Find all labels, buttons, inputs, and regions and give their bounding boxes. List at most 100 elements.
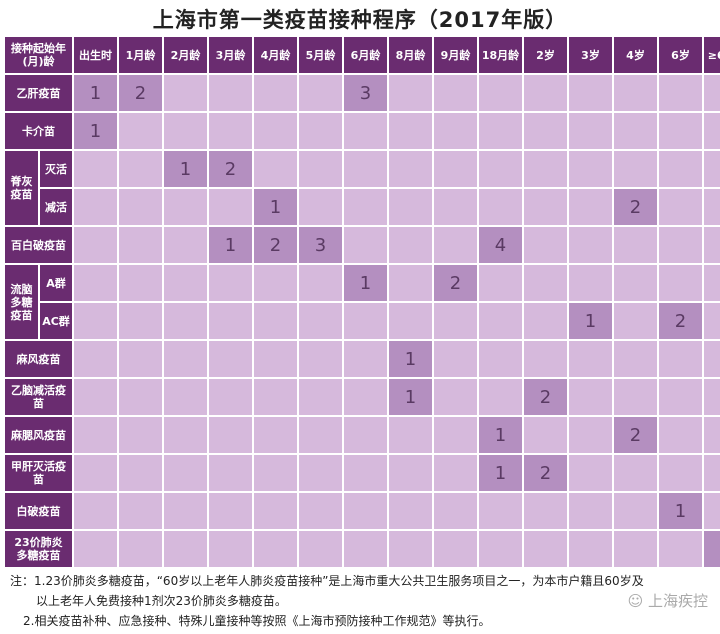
dose-cell: 1 [389,341,432,377]
empty-cell [614,265,657,301]
empty-cell [659,227,702,263]
column-header: 3月龄 [209,37,252,73]
empty-cell [479,531,522,567]
dose-cell: 1 [479,455,522,491]
empty-cell [299,265,342,301]
empty-cell [119,493,162,529]
empty-cell [254,151,297,187]
empty-cell [119,265,162,301]
column-header: 6岁 [659,37,702,73]
dose-cell: 2 [614,417,657,453]
empty-cell [119,379,162,415]
empty-cell [659,455,702,491]
column-header: 出生时 [74,37,117,73]
empty-cell [524,341,567,377]
empty-cell [164,341,207,377]
empty-cell [479,151,522,187]
empty-cell [614,113,657,149]
empty-cell [254,265,297,301]
empty-cell [389,303,432,339]
empty-cell [569,531,612,567]
empty-cell [119,151,162,187]
empty-cell [209,531,252,567]
notes: 注：1.23价肺炎多糖疫苗，“60岁以上老年人肺炎疫苗接种”是上海市重大公共卫生… [10,571,644,631]
empty-cell [119,113,162,149]
empty-cell [659,189,702,225]
empty-cell [434,341,477,377]
empty-cell [389,75,432,111]
row-label: 麻风疫苗 [5,341,72,377]
empty-cell [614,493,657,529]
empty-cell [74,417,117,453]
empty-cell [209,265,252,301]
empty-cell [659,113,702,149]
column-header: 5月龄 [299,37,342,73]
empty-cell [524,531,567,567]
empty-cell [344,455,387,491]
empty-cell [479,379,522,415]
empty-cell [119,303,162,339]
empty-cell [479,75,522,111]
empty-cell [254,531,297,567]
dose-cell: 2 [659,303,702,339]
empty-cell [704,493,720,529]
empty-cell [344,341,387,377]
column-header: 4岁 [614,37,657,73]
empty-cell [569,113,612,149]
dose-cell: 1 [659,493,702,529]
dose-cell: 2 [209,151,252,187]
empty-cell [209,113,252,149]
note-line: 注：1.23价肺炎多糖疫苗，“60岁以上老年人肺炎疫苗接种”是上海市重大公共卫生… [10,574,644,588]
dose-cell: 1 [569,303,612,339]
empty-cell [524,303,567,339]
empty-cell [389,151,432,187]
empty-cell [659,75,702,111]
empty-cell [254,455,297,491]
empty-cell [389,531,432,567]
empty-cell [434,189,477,225]
row-label: 白破疫苗 [5,493,72,529]
dose-cell: 1 [74,113,117,149]
empty-cell [209,189,252,225]
empty-cell [74,151,117,187]
empty-cell [434,379,477,415]
empty-cell [524,189,567,225]
empty-cell [434,531,477,567]
empty-cell [704,303,720,339]
dose-cell: 1 [704,531,720,567]
empty-cell [209,493,252,529]
empty-cell [434,75,477,111]
empty-cell [74,531,117,567]
empty-cell [209,341,252,377]
empty-cell [479,303,522,339]
empty-cell [344,189,387,225]
empty-cell [344,227,387,263]
empty-cell [389,189,432,225]
empty-cell [569,417,612,453]
column-header: 18月龄 [479,37,522,73]
row-label: 卡介苗 [5,113,72,149]
row-label: AC群 [40,303,72,339]
empty-cell [299,341,342,377]
dose-cell: 2 [524,455,567,491]
row-label: 灭活 [40,151,72,187]
row-group-label: 流脑多糖疫苗 [5,265,38,339]
empty-cell [614,303,657,339]
empty-cell [299,75,342,111]
dose-cell: 1 [164,151,207,187]
column-header: 6月龄 [344,37,387,73]
empty-cell [254,75,297,111]
empty-cell [389,227,432,263]
empty-cell [254,493,297,529]
row-label: 百白破疫苗 [5,227,72,263]
empty-cell [704,151,720,187]
dose-cell: 4 [479,227,522,263]
empty-cell [74,341,117,377]
wechat-icon: ☺ [627,592,644,610]
dose-cell: 1 [254,189,297,225]
empty-cell [254,341,297,377]
empty-cell [344,493,387,529]
empty-cell [704,113,720,149]
empty-cell [434,303,477,339]
empty-cell [299,151,342,187]
